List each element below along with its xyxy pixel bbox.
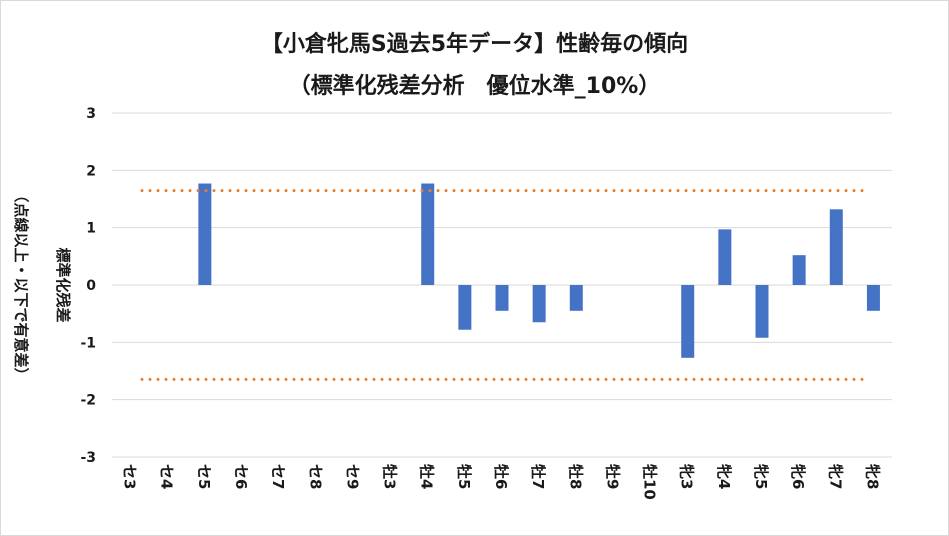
x-tick-label: 牡5	[455, 464, 473, 489]
bar	[569, 285, 583, 311]
x-tick-label: 牝8	[863, 464, 881, 489]
y-axis-title-line1: 標準化残差	[54, 247, 72, 322]
bar	[792, 255, 806, 285]
x-tick-label: 牝4	[715, 464, 733, 489]
bar	[755, 285, 769, 338]
bar	[681, 285, 695, 358]
x-tick-label: セ9	[343, 464, 361, 489]
y-tick-label: 1	[86, 221, 96, 237]
y-tick-labels: 3 2 1 0 -1 -2 -3	[80, 106, 96, 466]
bars	[198, 183, 880, 358]
y-tick-label: 3	[86, 106, 96, 122]
x-tick-label: 牝7	[826, 464, 844, 489]
x-tick-label: 牡6	[492, 464, 510, 489]
x-tick-labels: セ3 セ4 セ5 セ6 セ7 セ8 セ9 牡3 牡4 牡5 牡6 牡7 牡8 牡9 牡10 牝3 牝4 牝5 牝6 牝…	[121, 464, 882, 500]
x-tick-label: 牝3	[678, 464, 696, 489]
threshold-lines	[140, 189, 872, 381]
bar	[866, 285, 880, 311]
x-tick-label: セ3	[121, 464, 139, 489]
y-axis-title-line2: （点線以上・以下で有意差）	[12, 187, 30, 382]
y-tick-label: -2	[80, 393, 96, 409]
x-tick-label: セ5	[195, 464, 213, 489]
y-tick-label: -1	[80, 335, 96, 351]
bar	[421, 183, 435, 285]
x-tick-label: 牡9	[603, 464, 621, 489]
y-tick-label: 2	[86, 163, 96, 179]
x-tick-label: 牡4	[418, 464, 436, 489]
chart-subtitle: （標準化残差分析 優位水準_10%）	[288, 74, 661, 99]
x-tick-label: セ7	[269, 464, 287, 489]
x-tick-label: 牡10	[641, 464, 659, 500]
x-tick-label: セ6	[232, 464, 250, 489]
bar	[829, 209, 843, 285]
bar	[458, 285, 472, 330]
y-tick-label: 0	[86, 278, 96, 294]
x-tick-label: 牡3	[381, 464, 399, 489]
x-tick-label: 牡8	[566, 464, 584, 489]
x-tick-label: セ4	[158, 464, 176, 489]
x-tick-label: 牝6	[789, 464, 807, 489]
bar	[532, 285, 546, 323]
chart-title: 【小倉牝馬S過去5年データ】性齢毎の傾向	[260, 32, 689, 57]
bar	[495, 285, 509, 311]
x-tick-label: 牝5	[752, 464, 770, 489]
x-tick-label: 牡7	[529, 464, 547, 489]
y-axis-title: 標準化残差 （点線以上・以下で有意差）	[12, 187, 72, 382]
bar	[718, 229, 732, 285]
x-tick-label: セ8	[306, 464, 324, 489]
y-tick-label: -3	[80, 450, 96, 466]
bar	[198, 183, 212, 285]
